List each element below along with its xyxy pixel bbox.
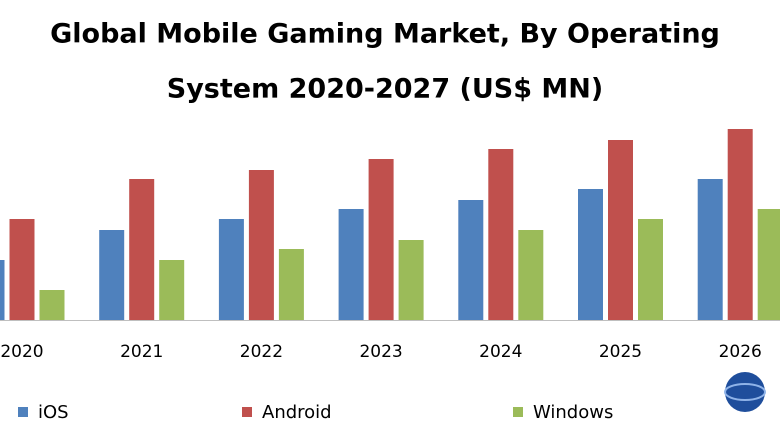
chart-title: Global Mobile Gaming Market, By Operatin…: [50, 19, 720, 50]
legend-label: Android: [262, 402, 332, 423]
bar: [578, 189, 603, 320]
bar: [368, 159, 394, 320]
x-tick-label: 2021: [120, 342, 163, 362]
bar: [757, 209, 780, 320]
bar: [638, 219, 663, 320]
legend-label: Windows: [533, 402, 613, 423]
x-tick-label: 2020: [0, 342, 43, 362]
legend-swatch: [242, 407, 252, 417]
bar: [727, 129, 753, 320]
bar: [99, 230, 125, 320]
bar: [518, 230, 544, 320]
bar: [278, 249, 304, 320]
x-tick-label: 2024: [479, 342, 522, 362]
bar: [218, 219, 244, 320]
bar: [159, 260, 185, 320]
x-tick-label: 2025: [599, 342, 642, 362]
bar: [248, 170, 274, 320]
chart-title: System 2020-2027 (US$ MN): [167, 74, 603, 105]
bar: [39, 290, 65, 320]
bar: [398, 240, 424, 320]
bar: [0, 260, 5, 320]
logo: [724, 372, 766, 412]
x-tick-label: 2026: [719, 342, 762, 362]
bar: [697, 179, 723, 320]
legend-swatch: [513, 407, 523, 417]
bar: [9, 219, 35, 320]
legend-swatch: [18, 407, 28, 417]
legend-label: iOS: [38, 402, 69, 423]
bar: [338, 209, 364, 320]
bar: [129, 179, 155, 320]
x-tick-label: 2022: [240, 342, 283, 362]
bar: [458, 200, 484, 320]
bar: [608, 140, 633, 320]
x-tick-label: 2023: [359, 342, 402, 362]
bar: [488, 149, 514, 320]
